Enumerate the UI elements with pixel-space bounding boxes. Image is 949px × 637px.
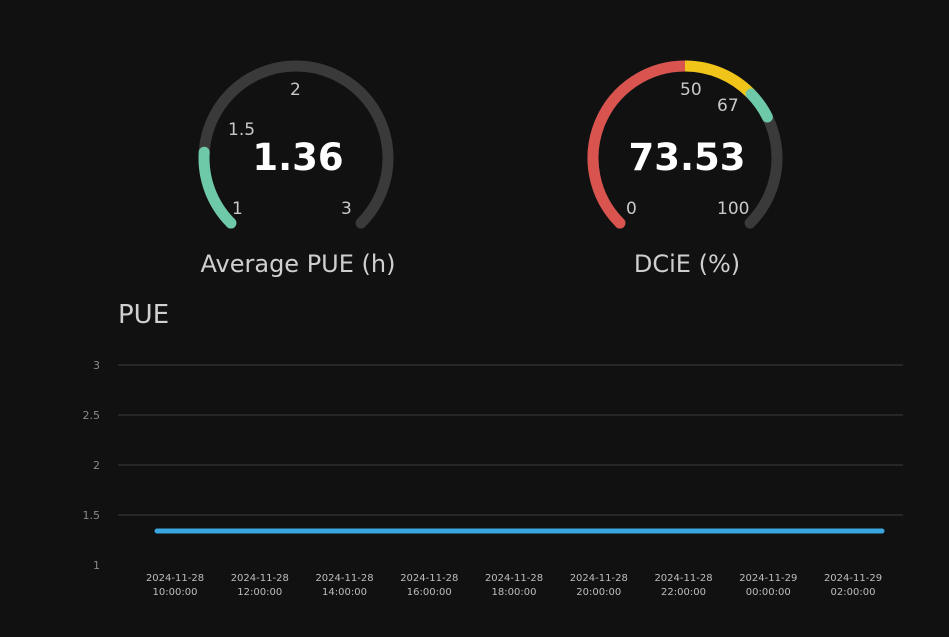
- pue-gauge-label: Average PUE (h): [200, 250, 396, 278]
- dcie-gauge-value: 73.53: [628, 136, 746, 179]
- y-tick-label: 3: [93, 359, 100, 372]
- x-tick-label-time: 02:00:00: [831, 587, 876, 598]
- pue-tick-max: 3: [341, 199, 352, 219]
- pue-gauge-arc: [198, 60, 394, 229]
- x-tick-label-date: 2024-11-28: [400, 573, 458, 584]
- x-tick-label-date: 2024-11-28: [485, 573, 543, 584]
- x-tick-label-date: 2024-11-28: [231, 573, 289, 584]
- x-tick-label-date: 2024-11-28: [654, 573, 712, 584]
- x-tick-label-time: 22:00:00: [661, 587, 706, 598]
- dcie-gauge-label: DCiE (%): [633, 250, 741, 278]
- dcie-gauge-arc: [587, 60, 783, 229]
- x-tick-label-time: 12:00:00: [237, 587, 282, 598]
- x-tick-label-time: 10:00:00: [153, 587, 198, 598]
- dcie-gauge-band-0: [587, 60, 691, 229]
- dcie-tick-50: 50: [680, 80, 702, 100]
- pue-chart-plot: 1 1.5 2 2.5 3 2024-11-28 10:00:00 2024-11-28 12:…: [83, 359, 903, 598]
- y-tick-label: 1: [93, 559, 100, 572]
- x-tick-label-time: 20:00:00: [576, 587, 621, 598]
- dcie-gauge: 0 50 67 100 73.53 DCiE (%): [565, 0, 809, 300]
- pue-gauge-fill: [198, 146, 237, 229]
- dcie-gauge-band-2: [745, 88, 773, 123]
- x-tick-label-date: 2024-11-28: [570, 573, 628, 584]
- pue-tick-1-5: 1.5: [228, 120, 256, 140]
- x-tick-label-date: 2024-11-28: [146, 573, 204, 584]
- dcie-gauge-band-1: [684, 60, 756, 98]
- dcie-tick-0: 0: [626, 199, 637, 219]
- y-tick-label: 1.5: [83, 509, 101, 522]
- chart-title: PUE: [118, 300, 170, 330]
- pue-tick-2: 2: [290, 80, 301, 100]
- dcie-tick-100: 100: [717, 199, 750, 219]
- x-tick-label-time: 16:00:00: [407, 587, 452, 598]
- y-tick-label: 2: [93, 459, 100, 472]
- x-tick-label-time: 18:00:00: [492, 587, 537, 598]
- pue-tick-min: 1: [232, 199, 243, 219]
- x-tick-label-time: 14:00:00: [322, 587, 367, 598]
- x-tick-label-date: 2024-11-29: [824, 573, 882, 584]
- dcie-tick-67: 67: [717, 96, 739, 116]
- x-tick-label-date: 2024-11-28: [315, 573, 373, 584]
- pue-gauge: 1 1.5 2 3 1.36 Average PUE (h): [176, 0, 420, 300]
- x-tick-label-time: 00:00:00: [746, 587, 791, 598]
- pue-gauge-value: 1.36: [252, 136, 344, 179]
- y-tick-label: 2.5: [83, 409, 101, 422]
- x-tick-label-date: 2024-11-29: [739, 573, 797, 584]
- pue-chart: PUE 1 1.5 2 2.5 3 2024-11-28 10:00:00 2024-11-2…: [0, 290, 949, 633]
